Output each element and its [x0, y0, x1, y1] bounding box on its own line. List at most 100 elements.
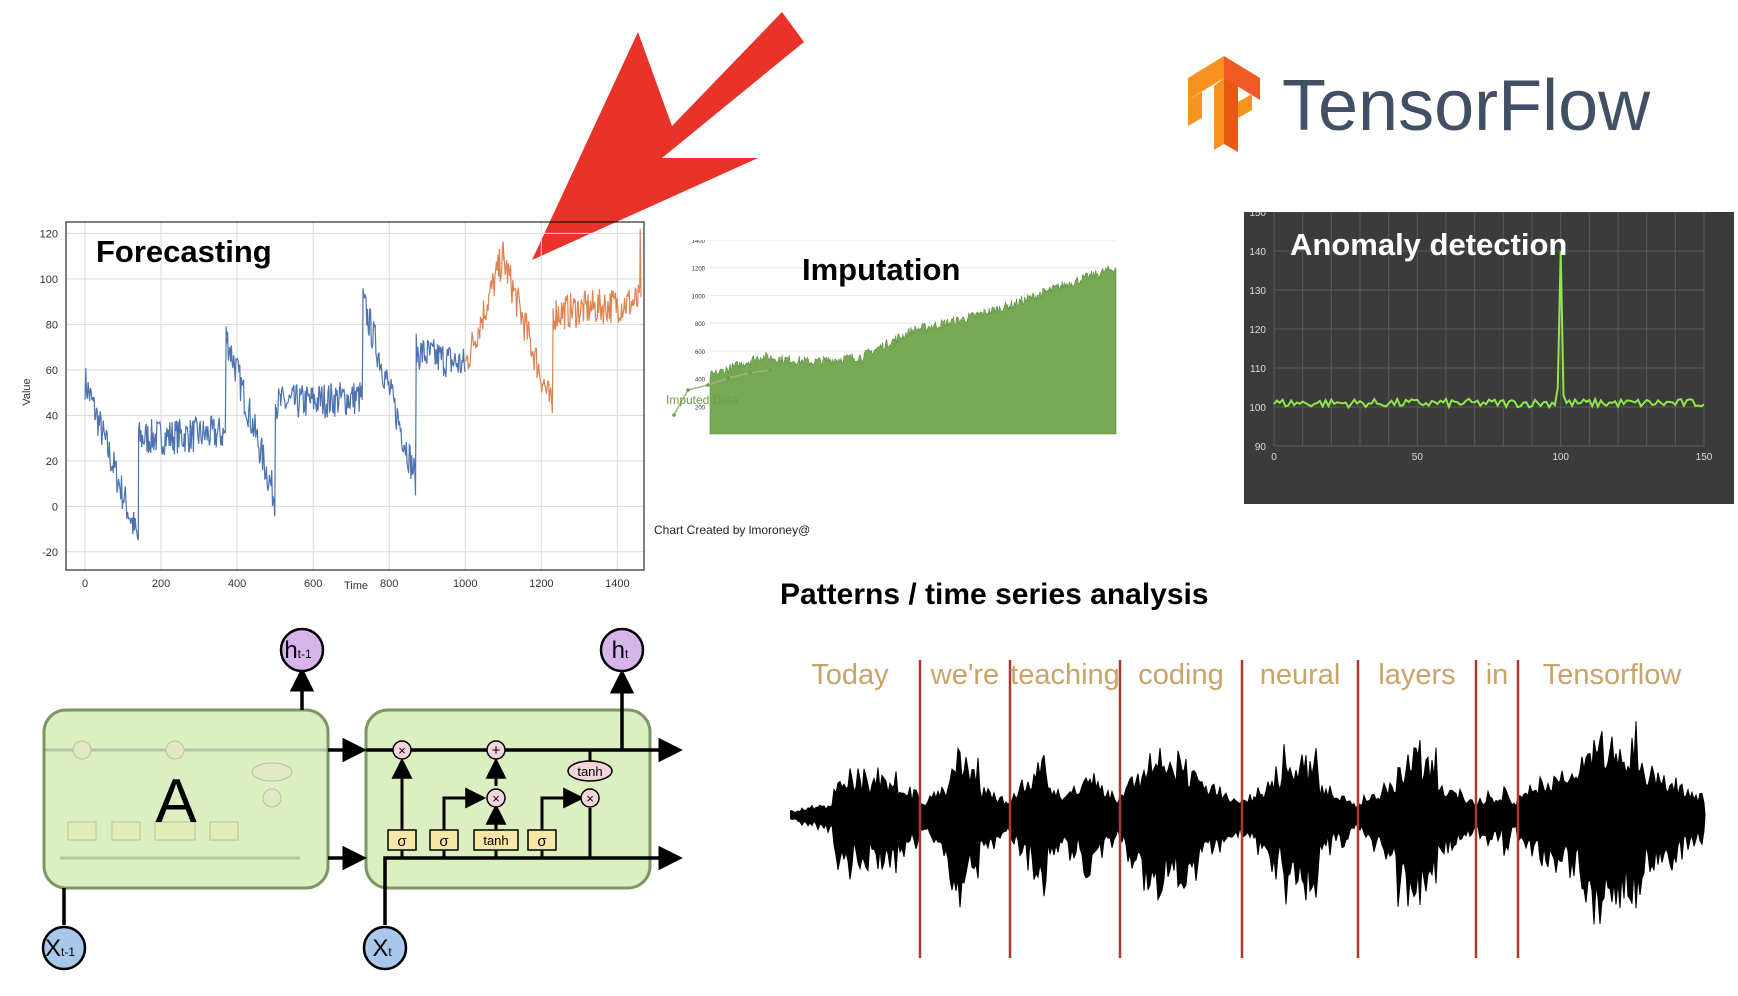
word-label: in — [1486, 659, 1509, 691]
anomaly-detection-chart: 90 100 110 120 130 140 150 0 50 100 150 Anomaly de… — [1244, 212, 1734, 504]
forecasting-xtick: 200 — [152, 578, 170, 590]
anomaly-ytick: 130 — [1249, 286, 1266, 297]
audio-waveform — [790, 721, 1706, 925]
forecasting-title: Forecasting — [96, 234, 272, 269]
word-label: coding — [1138, 659, 1223, 691]
forecasting-xtick: 800 — [380, 578, 398, 590]
input-multiply-op — [486, 788, 506, 808]
svg-text:Xt: Xt — [372, 935, 392, 962]
lstm-diagram: A × + × tanh × σ σ tanh σ ht-1 ht Xt-1 X — [41, 627, 683, 971]
add-op — [486, 740, 506, 760]
x-prev-node — [41, 925, 87, 971]
svg-text:×: × — [398, 743, 406, 758]
chart-credit: Chart Created by lmoroney@ — [654, 523, 810, 537]
anomaly-ytick: 110 — [1250, 364, 1266, 375]
forecasting-ytick: 80 — [46, 319, 58, 331]
imputation-ytick: 200 — [695, 405, 706, 411]
word-boundary-lines — [918, 660, 1520, 958]
imputation-ytick: 400 — [695, 378, 706, 384]
forget-multiply-op — [392, 740, 412, 760]
forecasting-series-1 — [464, 228, 642, 414]
imputation-ytick: 800 — [695, 322, 706, 328]
forecasting-ytick: 40 — [46, 410, 58, 422]
forget-gate-sigmoid — [387, 829, 417, 851]
patterns-title: Patterns / time series analysis — [780, 578, 1209, 611]
anomaly-ytick: 100 — [1249, 403, 1266, 414]
imputed-data-line — [673, 369, 771, 416]
imputed-point — [748, 371, 752, 375]
svg-text:×: × — [586, 791, 594, 806]
lstm-cell-a — [42, 708, 330, 890]
word-label: teaching — [1010, 659, 1120, 691]
forecasting-ytick: 100 — [40, 274, 58, 286]
candidate-tanh-layer — [473, 829, 519, 851]
h-current-node — [599, 627, 645, 673]
word-label: Today — [811, 659, 889, 691]
anomaly-series — [1273, 250, 1705, 410]
svg-text:σ: σ — [439, 833, 449, 850]
imputed-point — [706, 383, 710, 387]
forecasting-series-0 — [84, 288, 466, 541]
forecasting-ytick: 0 — [52, 501, 58, 513]
anomaly-xtick: 0 — [1271, 452, 1277, 463]
svg-text:×: × — [492, 791, 500, 806]
anomaly-ytick: 150 — [1249, 212, 1266, 219]
speech-waveform-panel: Today we're teaching coding neural layers in Te… — [790, 659, 1706, 958]
anomaly-xtick: 50 — [1412, 452, 1424, 463]
forecasting-xtick: 600 — [304, 578, 322, 590]
imputation-ytick: 1200 — [692, 267, 706, 273]
output-gate-sigmoid — [527, 829, 557, 851]
forecasting-ytick: -20 — [42, 547, 58, 559]
anomaly-ytick: 140 — [1249, 247, 1266, 258]
imputed-point — [672, 413, 676, 417]
word-label: Tensorflow — [1543, 659, 1683, 691]
cell-label-a: A — [155, 767, 197, 836]
svg-text:ht: ht — [612, 637, 629, 664]
tanh-op — [567, 760, 613, 782]
anomaly-ytick: 90 — [1255, 442, 1267, 453]
imputation-ytick: 1000 — [692, 294, 706, 300]
forecasting-ytick: 20 — [46, 456, 58, 468]
word-label: layers — [1378, 659, 1455, 691]
forecasting-series — [84, 228, 642, 541]
forecasting-chart: 0 200 400 600 800 1000 1200 1400 -20 0 20 40 60 80 100… — [21, 221, 645, 592]
word-label: neural — [1260, 659, 1341, 691]
imputation-ytick: 1400 — [692, 240, 706, 245]
tensorflow-logo: TensorFlow — [1188, 56, 1651, 152]
h-prev-node — [279, 627, 325, 673]
imputation-title: Imputation — [802, 252, 960, 287]
svg-text:σ: σ — [397, 833, 407, 850]
anomaly-ytick: 120 — [1249, 325, 1266, 336]
forecasting-xtick: 1200 — [529, 578, 553, 590]
lstm-cell-current — [364, 708, 652, 890]
logo-wordmark: TensorFlow — [1282, 66, 1651, 146]
anomaly-xtick: 150 — [1696, 452, 1713, 463]
forecasting-xtick: 1000 — [453, 578, 477, 590]
imputation-chart: 200 400 600 800 1000 1200 1400 Imputation Impu… — [654, 240, 1117, 537]
word-labels: Today we're teaching coding neural layers in Te… — [811, 659, 1682, 691]
imputed-data-label: Imputed Data — [666, 393, 738, 407]
svg-text:+: + — [492, 742, 501, 759]
anomaly-xtick: 100 — [1552, 452, 1569, 463]
red-arrow-icon — [532, 12, 804, 260]
svg-text:Xt-1: Xt-1 — [45, 935, 75, 962]
forecasting-xlabel: Time — [344, 580, 368, 592]
imputation-ytick: 600 — [695, 350, 706, 356]
svg-text:tanh: tanh — [577, 764, 602, 779]
svg-text:σ: σ — [537, 833, 547, 850]
anomaly-background — [1244, 212, 1734, 504]
forecasting-xtick: 400 — [228, 578, 246, 590]
word-label: we're — [930, 659, 999, 691]
forecasting-ytick: 60 — [46, 365, 58, 377]
x-current-node — [362, 925, 408, 971]
forecasting-ytick: 120 — [40, 228, 58, 240]
svg-text:tanh: tanh — [483, 833, 508, 848]
forecasting-axes-frame — [65, 221, 645, 571]
anomaly-title: Anomaly detection — [1290, 227, 1567, 262]
forecasting-ylabel: Value — [21, 378, 33, 405]
forecasting-xtick: 0 — [82, 578, 88, 590]
imputed-point — [726, 376, 730, 380]
faded-cell-internals — [44, 740, 328, 860]
forecasting-xtick: 1400 — [605, 578, 629, 590]
svg-text:ht-1: ht-1 — [284, 637, 312, 664]
